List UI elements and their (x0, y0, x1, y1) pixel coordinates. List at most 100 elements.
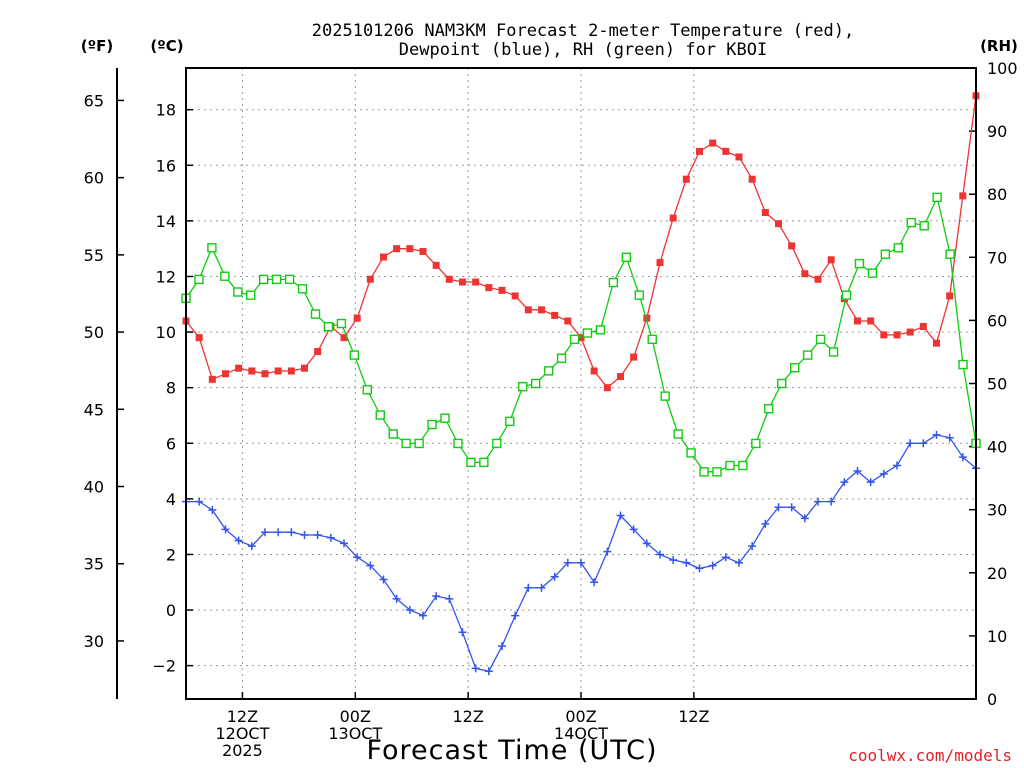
temperature-point (445, 275, 453, 283)
rh-point (945, 249, 955, 259)
dewpoint-point (419, 611, 427, 620)
rh-point (595, 325, 606, 335)
rh-point (958, 359, 968, 370)
temperature-point (643, 314, 651, 322)
rh-point (608, 277, 619, 288)
plot-frame (185, 67, 977, 700)
rh-tick-label: 60 (987, 311, 1007, 330)
rh-tick-label: 100 (987, 59, 1018, 78)
temperature-point (340, 334, 348, 342)
dewpoint-point (840, 478, 849, 487)
dewpoint-point (893, 461, 901, 470)
temperature-point (696, 147, 703, 155)
rh-point (323, 322, 334, 332)
temperature-point (287, 367, 295, 375)
dewpoint-point (629, 525, 638, 534)
dewpoint-point (669, 556, 678, 565)
dewpoint-point (919, 439, 928, 448)
temperature-point (827, 256, 835, 264)
grid-layer (186, 68, 976, 699)
temperature-point (867, 317, 875, 325)
rh-point (375, 410, 385, 420)
rh-point (362, 385, 373, 395)
rh-point (505, 416, 515, 427)
dewpoint-point (708, 561, 717, 570)
dewpoint-point (287, 528, 296, 537)
temperature-point (538, 306, 545, 314)
rh-point (530, 378, 541, 389)
rh-unit-label: (RH) (980, 37, 1018, 55)
rh-point (518, 381, 528, 392)
dewpoint-point (853, 467, 862, 476)
temperature-point (617, 373, 624, 381)
temperature-point (406, 245, 414, 253)
temperature-point (630, 353, 638, 361)
temperature-point (274, 367, 282, 375)
dewpoint-point (879, 469, 888, 478)
rh-tick-label: 90 (987, 122, 1007, 141)
temperature-point (393, 245, 401, 253)
rh-tick-label: 20 (987, 564, 1007, 583)
rh-point (233, 287, 243, 297)
dewpoint-point (379, 575, 388, 584)
rh-point (401, 438, 411, 449)
dewpoint-point (603, 547, 612, 556)
rh-point (297, 284, 308, 294)
dewpoint-point (234, 536, 243, 545)
dewpoint-point (366, 561, 375, 570)
rh-point (841, 290, 852, 300)
dewpoint-point (247, 542, 256, 551)
chart-title-line-1: 2025101206 NAM3KM Forecast 2-meter Tempe… (312, 21, 854, 41)
rh-point (789, 363, 800, 373)
temperature-point (301, 364, 308, 372)
rh-point (647, 334, 657, 345)
axis-ticks: −2 0 2 4 6 8 10 12 14 16 18 30 35 40 45 50 55 60 65 0 10 20 30… (84, 59, 1018, 709)
celsius-tick-label: 14 (156, 212, 176, 231)
celsius-tick-label: 10 (156, 323, 176, 342)
dewpoint-point (261, 528, 269, 537)
dewpoint-point (814, 497, 822, 506)
fahrenheit-tick-label: 65 (84, 91, 104, 110)
temperature-point (880, 331, 888, 339)
temperature-line (185, 95, 977, 389)
temperature-point (485, 284, 493, 292)
rh-point (427, 419, 437, 430)
series-layer (181, 92, 981, 676)
rh-tick-label: 50 (987, 375, 1007, 394)
dewpoint-point (340, 539, 348, 548)
dewpoint-point (392, 594, 401, 603)
dewpoint-point (656, 550, 664, 559)
celsius-tick-label: 12 (156, 267, 176, 286)
temperature-point (775, 220, 782, 228)
temperature-point (933, 339, 940, 347)
temperature-point (353, 314, 361, 322)
temperature-point (248, 367, 256, 375)
dewpoint-point (563, 558, 572, 567)
celsius-tick-label: 4 (166, 490, 176, 509)
rh-point (660, 391, 670, 401)
rh-point (207, 243, 217, 253)
temperature-point (432, 261, 440, 269)
time-tick-label: 00Z (565, 707, 596, 726)
temperature-point (906, 328, 914, 336)
rh-point (556, 353, 567, 363)
rh-point (893, 243, 903, 253)
dewpoint-point (787, 503, 796, 512)
rh-point (854, 258, 865, 269)
dewpoint-point (932, 430, 941, 439)
temperature-point (459, 278, 466, 286)
celsius-tick-label: 6 (166, 434, 176, 453)
dewpoint-point (458, 628, 467, 637)
rh-point (712, 467, 722, 477)
celsius-tick-label: 2 (166, 545, 176, 564)
rh-point (336, 318, 347, 329)
rh-point (543, 366, 554, 376)
dewpoint-point (511, 611, 520, 620)
rh-point (764, 404, 774, 414)
temperature-point (235, 364, 243, 372)
temperature-point (511, 292, 519, 300)
dewpoint-point (695, 564, 704, 573)
temperature-point (854, 317, 861, 325)
dewpoint-point (748, 542, 757, 551)
dewpoint-point (208, 505, 217, 514)
